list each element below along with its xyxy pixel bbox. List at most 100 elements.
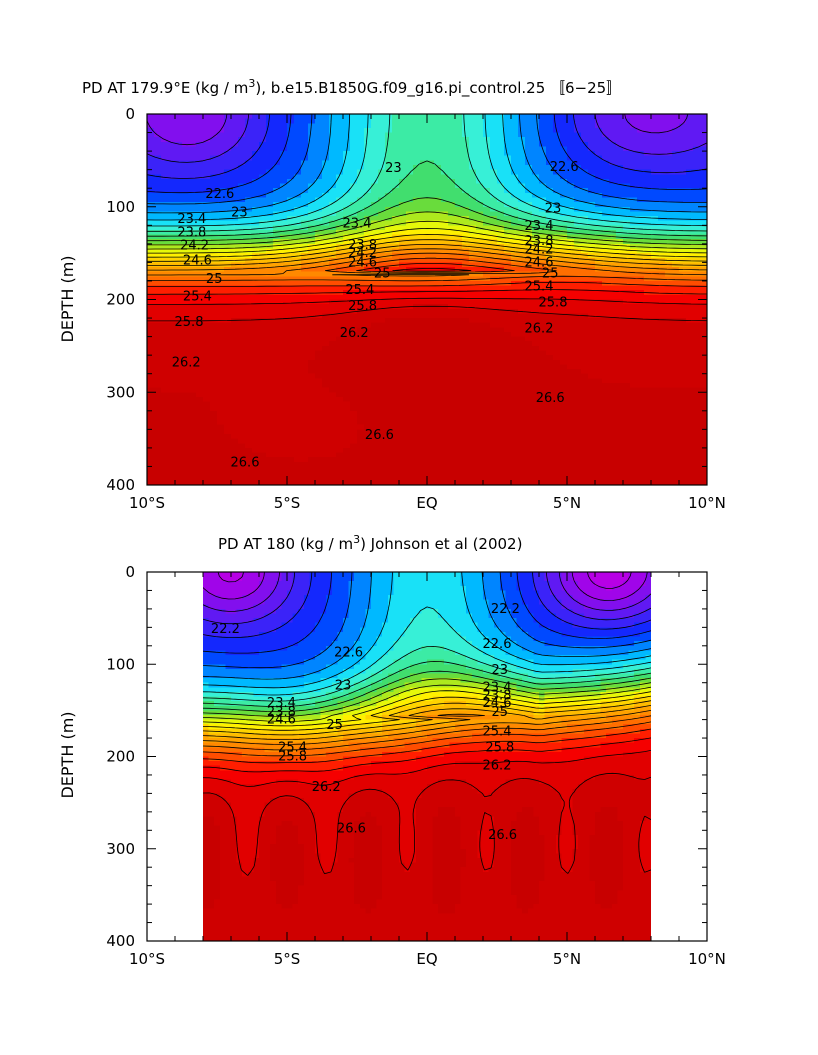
contour-cell	[252, 438, 260, 444]
contour-cell	[392, 373, 400, 379]
contour-cell	[287, 378, 295, 384]
contour-cell	[147, 271, 155, 277]
contour-cell	[364, 141, 372, 148]
contour-cell	[413, 480, 421, 485]
contour-cell	[266, 202, 274, 208]
contour-cell	[196, 387, 204, 393]
contour-cell	[427, 229, 435, 236]
contour-cell	[357, 387, 365, 393]
contour-cell	[399, 243, 407, 250]
contour-cell	[161, 378, 169, 384]
contour-cell	[455, 336, 463, 342]
contour-cell	[490, 114, 498, 120]
contour-cell	[539, 308, 547, 315]
contour-cell	[560, 429, 568, 435]
contour-cell	[420, 433, 428, 440]
contour-cell	[294, 285, 302, 291]
contour-cell	[301, 197, 309, 203]
contour-cell	[245, 355, 253, 361]
contour-cell	[518, 420, 526, 426]
contour-cell	[203, 387, 211, 393]
contour-cell	[287, 239, 295, 245]
contour-cell	[203, 471, 211, 477]
contour-cell	[371, 341, 379, 347]
contour-cell	[371, 280, 379, 287]
contour-cell	[364, 165, 372, 171]
contour-cell	[259, 475, 267, 481]
contour-cell	[532, 151, 540, 157]
contour-cell	[336, 322, 344, 328]
contour-cell	[294, 211, 302, 217]
contour-cell	[546, 466, 554, 472]
contour-cell	[231, 141, 239, 148]
contour-cell	[189, 410, 197, 417]
contour-cell	[378, 257, 386, 263]
contour-cell	[238, 285, 246, 291]
contour-cell	[252, 373, 260, 379]
contour-cell	[343, 169, 351, 175]
contour-cell	[546, 118, 554, 124]
contour-cell	[539, 443, 547, 449]
contour-cell	[301, 373, 309, 379]
contour-cell	[399, 313, 407, 319]
contour-cell	[574, 424, 582, 430]
contour-cell	[329, 461, 337, 468]
contour-cell	[322, 429, 330, 435]
contour-cell	[441, 216, 449, 222]
contour-cell	[497, 401, 505, 407]
contour-cell	[574, 276, 582, 282]
contour-cell	[497, 225, 505, 231]
contour-cell	[392, 322, 400, 328]
contour-cell	[294, 234, 302, 240]
contour-cell	[525, 216, 533, 222]
contour-cell	[175, 406, 183, 412]
contour-cell	[217, 276, 225, 282]
contour-cell	[154, 257, 162, 263]
contour-cell	[245, 359, 253, 366]
contour-cell	[462, 387, 470, 393]
contour-cell	[392, 392, 400, 398]
contour-cell	[287, 308, 295, 315]
contour-cell	[427, 160, 435, 166]
contour-cell	[511, 229, 519, 236]
contour-cell	[280, 118, 288, 124]
contour-cell	[280, 290, 288, 296]
contour-cell	[497, 253, 505, 259]
contour-cell	[553, 165, 561, 171]
contour-cell	[287, 141, 295, 148]
contour-cell	[553, 267, 561, 273]
contour-cell	[385, 359, 393, 366]
contour-cell	[434, 141, 442, 148]
contour-cell	[210, 178, 218, 185]
contour-cell	[532, 420, 540, 426]
contour-cell	[504, 410, 512, 417]
contour-cell	[315, 457, 323, 463]
contour-cell	[539, 345, 547, 352]
contour-cell	[504, 206, 512, 212]
contour-cell	[322, 355, 330, 361]
contour-cell	[504, 322, 512, 328]
contour-cell	[518, 165, 526, 171]
contour-cell	[329, 327, 337, 333]
contour-cell	[518, 169, 526, 175]
contour-cell	[567, 141, 575, 148]
contour-cell	[154, 151, 162, 157]
contour-cell	[511, 359, 519, 366]
contour-cell	[161, 350, 169, 356]
contour-cell	[343, 206, 351, 212]
contour-cell	[294, 216, 302, 222]
contour-cell	[210, 401, 218, 407]
contour-cell	[441, 336, 449, 342]
contour-cell	[364, 313, 372, 319]
contour-cell	[322, 188, 330, 194]
contour-cell	[525, 369, 533, 375]
contour-cell	[455, 137, 463, 143]
contour-cell	[574, 225, 582, 231]
contour-cell	[455, 452, 463, 458]
contour-cell	[560, 127, 568, 134]
contour-cell	[427, 220, 435, 226]
contour-cell	[280, 322, 288, 328]
contour-cell	[301, 137, 309, 143]
contour-cell	[273, 406, 281, 412]
